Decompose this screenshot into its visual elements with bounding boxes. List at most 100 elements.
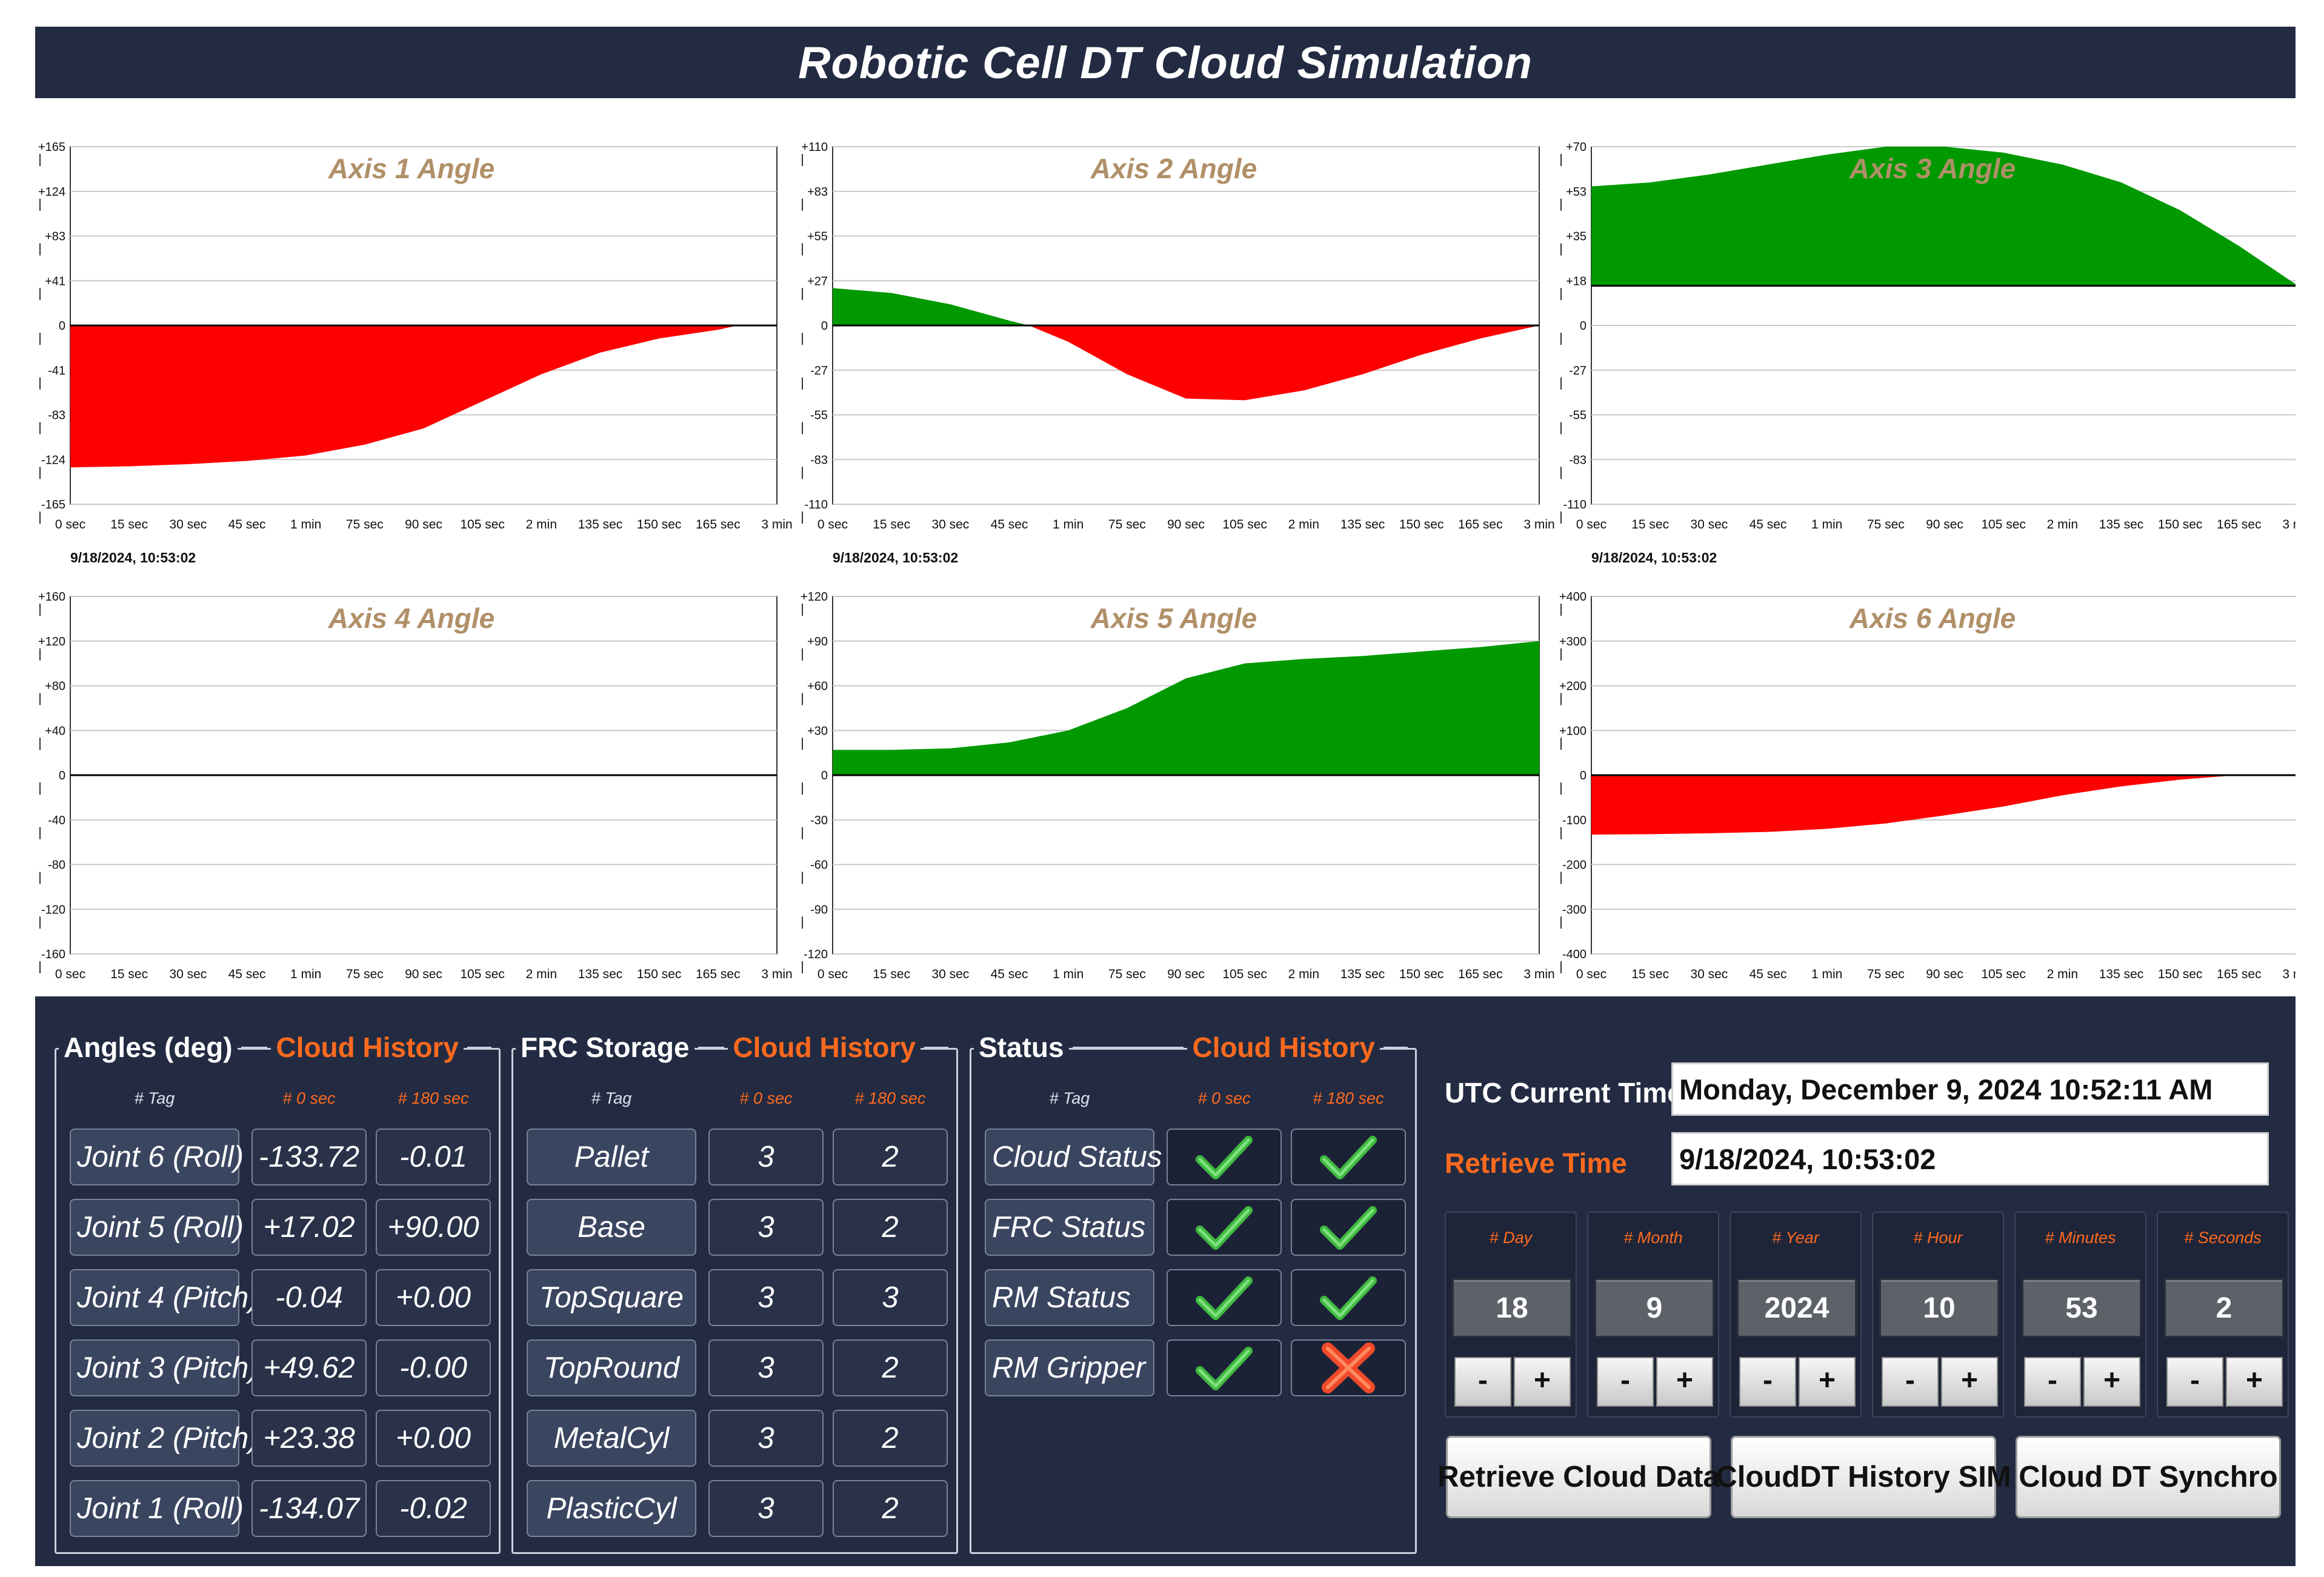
frc-v0-4: 3 [708,1410,824,1467]
retrieve-cloud-data-button[interactable]: Retrieve Cloud Data [1437,1436,1720,1518]
angles-tag-0[interactable]: Joint 6 (Roll) [70,1129,244,1185]
retrieve-time-label: Retrieve Time [1445,1147,1627,1179]
increment-button[interactable]: + [2226,1357,2283,1407]
datetime-value[interactable]: 2 [2164,1278,2284,1338]
utc-time-field[interactable]: Monday, December 9, 2024 10:52:11 AM [1671,1062,2269,1116]
y-tick-label: +41 [45,275,65,288]
datetime-value[interactable]: 10 [1879,1278,1999,1338]
retrieve-time-field[interactable]: 9/18/2024, 10:53:02 [1671,1132,2269,1185]
decrement-button[interactable]: - [1597,1357,1654,1407]
angles-tag-2[interactable]: Joint 4 (Pitch) [70,1269,259,1326]
x-tick-label: 1 min [1811,967,1842,981]
y-tick-label: 0 [59,319,65,333]
x-tick-label: 165 sec [1458,967,1503,981]
y-tick-label: +160 [38,590,65,604]
x-tick-label: 15 sec [1631,518,1669,532]
decrement-button[interactable]: - [2166,1357,2223,1407]
increment-button[interactable]: + [1941,1357,1998,1407]
datetime-value[interactable]: 53 [2022,1278,2142,1338]
y-tick-label: +100 [1559,724,1587,738]
frc-tag-5[interactable]: PlasticCyl [527,1480,696,1537]
frc-tag-2[interactable]: TopSquare [527,1269,696,1326]
header-line [924,1046,948,1049]
angles-cloud-label: Cloud History [271,1031,464,1064]
x-tick-label: 75 sec [346,518,384,532]
y-tick-label: -124 [41,453,65,467]
x-tick-label: 0 sec [55,518,85,532]
chart-title: Axis 6 Angle [1849,602,2016,634]
utc-time-label: UTC Current Time [1445,1077,1683,1109]
x-tick-label: 1 min [290,967,321,981]
cloud-dt-synchro-button[interactable]: Cloud DT Synchro [2016,1436,2281,1518]
decrement-button[interactable]: - [1882,1357,1939,1407]
y-tick-label: +120 [801,590,828,604]
x-tick-label: 3 min [761,967,792,981]
check-icon [1167,1339,1282,1396]
y-tick-label: +83 [45,230,65,244]
y-tick-label: +83 [807,185,828,199]
y-tick-label: +120 [38,635,65,648]
positive-area [833,288,1539,325]
y-tick-label: -41 [48,364,65,378]
status-tag-2[interactable]: RM Status [985,1269,1154,1326]
angles-v180-0: -0.01 [376,1129,491,1185]
angles-v0-1: +17.02 [251,1199,367,1256]
x-tick-label: 150 sec [2158,967,2203,981]
x-tick-label: 0 sec [55,967,85,981]
frc-tag-0[interactable]: Pallet [527,1129,696,1185]
x-tick-label: 150 sec [1399,518,1444,532]
status-tag-1[interactable]: FRC Status [985,1199,1154,1256]
x-tick-label: 135 sec [1340,967,1385,981]
x-tick-label: 75 sec [1867,967,1905,981]
y-tick-label: -27 [810,364,828,378]
angles-v0-5: -134.07 [251,1480,367,1537]
angles-v180-4: +0.00 [376,1410,491,1467]
datetime-value[interactable]: 9 [1594,1278,1714,1338]
clouddt-history-sim-button[interactable]: CloudDT History SIM [1716,1436,2011,1518]
angles-tag-3[interactable]: Joint 3 (Pitch) [70,1339,259,1396]
chart-axis-1: +165 +124 +83 +41 0 -41 -83 -124 -165 Axis 1 Angl… [38,141,793,565]
x-tick-label: 90 sec [1167,967,1205,981]
status-cloud-label: Cloud History [1187,1031,1380,1064]
status-tag-3[interactable]: RM Gripper [985,1339,1154,1396]
header-line [1383,1046,1408,1049]
decrement-button[interactable]: - [2024,1357,2081,1407]
x-tick-label: 2 min [1288,518,1319,532]
status-panel-header: Status Cloud History [974,1029,1411,1065]
y-tick-label: -165 [41,498,65,512]
datetime-value[interactable]: 2024 [1737,1278,1857,1338]
increment-button[interactable]: + [1656,1357,1713,1407]
datetime-value[interactable]: 18 [1452,1278,1572,1338]
angles-tag-4[interactable]: Joint 2 (Pitch) [70,1410,259,1467]
x-tick-label: 1 min [1053,967,1084,981]
datetime-field-3: # Hour 10 - + [1872,1212,2004,1418]
x-tick-label: 105 sec [1981,518,2026,532]
datetime-field-2: # Year 2024 - + [1730,1212,1862,1418]
datetime-label: # Day [1489,1229,1533,1247]
frc-v0-0: 3 [708,1129,824,1185]
frc-tag-1[interactable]: Base [527,1199,696,1256]
x-tick-label: 45 sec [991,967,1028,981]
angles-v0-0: -133.72 [251,1129,367,1185]
y-tick-label: +80 [45,680,65,693]
status-tag-0[interactable]: Cloud Status [985,1129,1162,1185]
frc-tag-3[interactable]: TopRound [527,1339,696,1396]
angles-tag-5[interactable]: Joint 1 (Roll) [70,1480,244,1537]
x-tick-label: 150 sec [637,518,682,532]
charts-svg: +165 +124 +83 +41 0 -41 -83 -124 -165 Axis 1 Angl… [38,141,2296,981]
y-tick-label: -55 [1569,409,1587,422]
decrement-button[interactable]: - [1454,1357,1511,1407]
y-tick-label: +55 [807,230,828,244]
increment-button[interactable]: + [1799,1357,1856,1407]
check-icon [1167,1129,1282,1185]
increment-button[interactable]: + [1514,1357,1571,1407]
increment-button[interactable]: + [2083,1357,2140,1407]
frc-tag-4[interactable]: MetalCyl [527,1410,696,1467]
decrement-button[interactable]: - [1739,1357,1796,1407]
x-tick-label: 165 sec [696,518,741,532]
x-tick-label: 45 sec [228,518,266,532]
y-tick-label: -110 [1563,498,1587,512]
y-tick-label: -83 [810,453,828,467]
angles-tag-1[interactable]: Joint 5 (Roll) [70,1199,244,1256]
status-panel: Status Cloud History # Tag # 0 sec # 180… [970,1031,1417,1554]
